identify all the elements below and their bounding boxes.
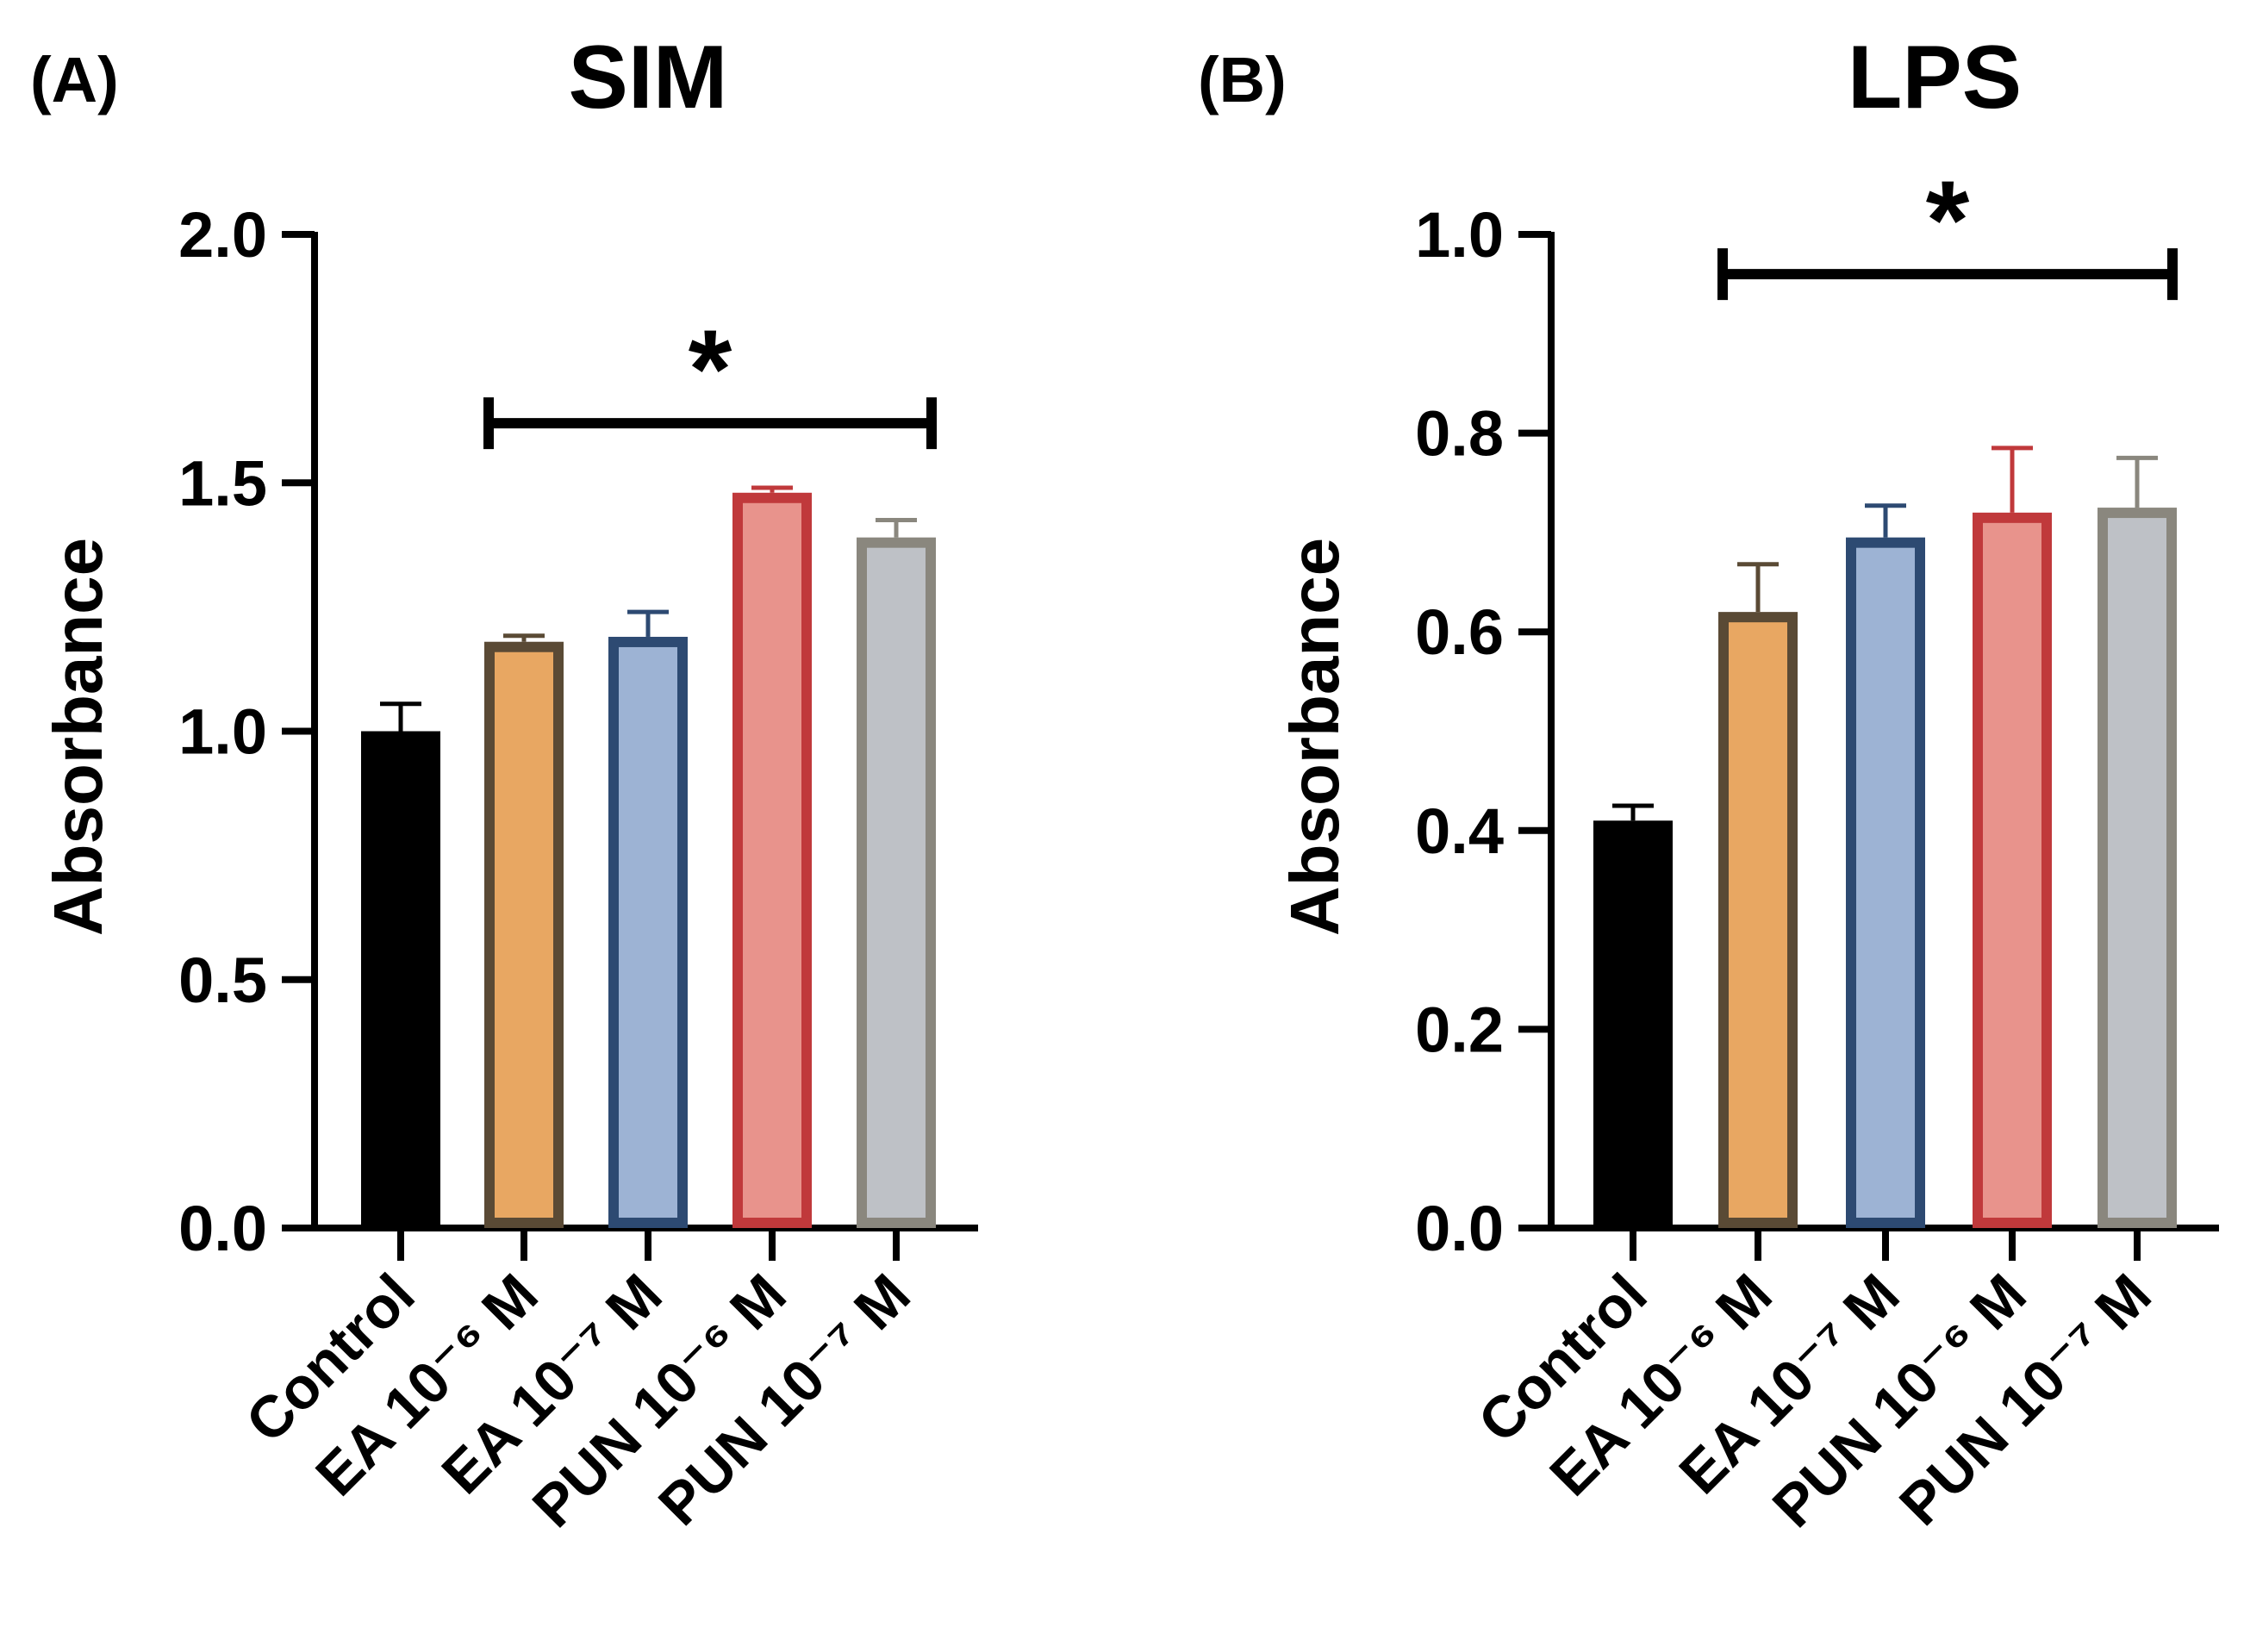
bar xyxy=(732,492,812,1228)
y-tick-label: 0.4 xyxy=(1415,795,1504,867)
y-tick-label: 0.0 xyxy=(178,1193,267,1264)
y-tick-label: 1.5 xyxy=(178,447,267,519)
significance-marker: * xyxy=(689,306,732,432)
bar xyxy=(857,537,936,1228)
significance-marker: * xyxy=(1926,157,1970,283)
bar xyxy=(1593,820,1673,1229)
y-tick-label: 2.0 xyxy=(178,199,267,271)
bar xyxy=(1718,612,1798,1228)
y-axis-label: Absorbance xyxy=(1276,538,1353,936)
panel-b: (B) LPS Absorbance 0.00.20.40.60.81.0Con… xyxy=(1198,28,2219,1540)
bar xyxy=(361,731,440,1228)
y-tick-label: 0.5 xyxy=(178,944,267,1016)
y-tick-label: 1.0 xyxy=(178,696,267,768)
y-tick-label: 0.0 xyxy=(1415,1193,1504,1264)
chart-title: SIM xyxy=(569,28,728,128)
panel-label: (B) xyxy=(1198,44,1287,115)
chart-title: LPS xyxy=(1848,28,2022,128)
y-tick-label: 1.0 xyxy=(1415,199,1504,271)
bar xyxy=(484,641,564,1228)
y-tick-label: 0.2 xyxy=(1415,994,1504,1065)
bar xyxy=(2098,508,2177,1228)
bar xyxy=(608,636,688,1228)
y-tick-label: 0.6 xyxy=(1415,596,1504,668)
bar xyxy=(1973,512,2052,1228)
panel-a: (A) SIM Absorbance 0.00.51.01.52.0Contro… xyxy=(30,28,978,1540)
panel-label: (A) xyxy=(30,44,119,115)
bar xyxy=(1846,537,1925,1228)
y-axis-label: Absorbance xyxy=(40,538,116,936)
y-tick-label: 0.8 xyxy=(1415,398,1504,470)
